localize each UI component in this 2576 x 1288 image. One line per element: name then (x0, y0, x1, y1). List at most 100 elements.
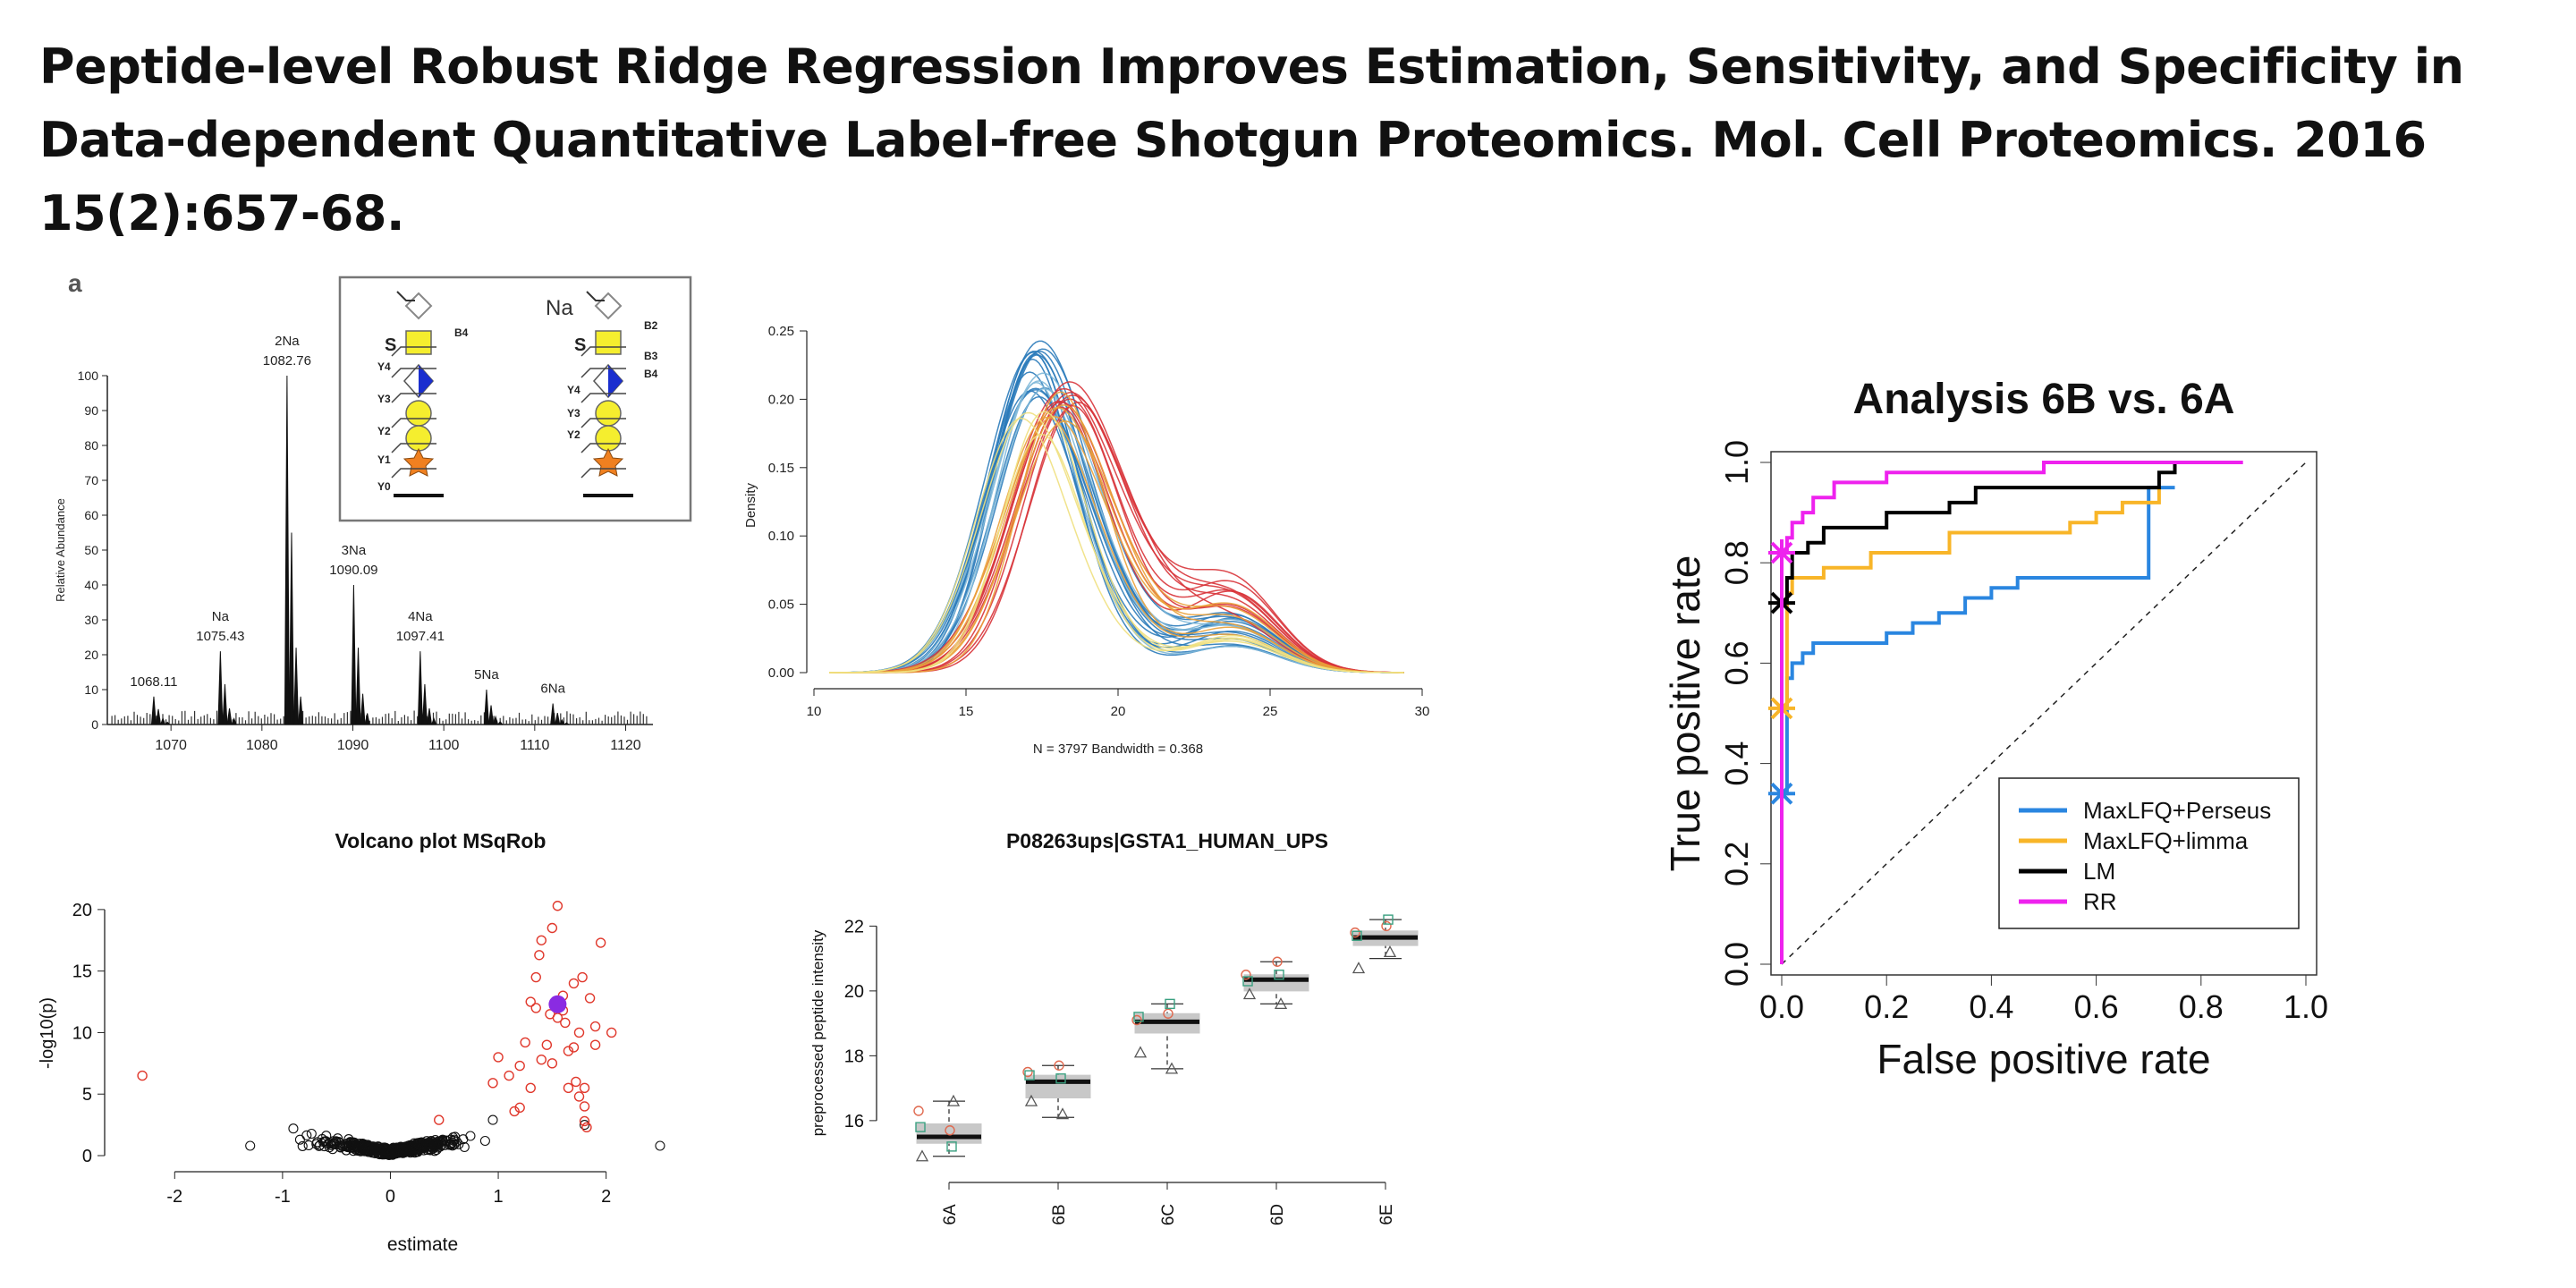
y-tick-label: 20 (72, 901, 92, 920)
peak-ion-label: Na (212, 609, 230, 624)
density-chart: 0.00 0.05 0.10 0.15 0.20 0.25 10 15 20 25 30 Densit… (743, 324, 1429, 757)
x-tick-label: 6A (941, 1204, 960, 1225)
volcano-point (294, 1134, 305, 1145)
x-tick-label: 0.2 (1864, 988, 1909, 1025)
spectrum-peak (360, 693, 366, 725)
spectrum-peak (492, 715, 499, 725)
volcano-point (413, 1139, 424, 1149)
data-point-circle (1163, 1008, 1174, 1019)
volcano-point (301, 1130, 312, 1140)
volcano-point-significant (579, 1082, 590, 1094)
volcano-point-significant (579, 1115, 590, 1127)
spectrum-peak (351, 584, 357, 725)
data-point-circle (1350, 927, 1360, 938)
density-curve (829, 407, 1404, 674)
volcano-point (327, 1139, 338, 1149)
volcano-point (394, 1142, 406, 1153)
x-tick-label: 1.0 (2284, 988, 2328, 1025)
fragmentation-line (391, 418, 436, 428)
spectrum-peak (288, 532, 294, 725)
volcano-point-significant (573, 1027, 585, 1038)
y-tick-label: 80 (84, 438, 98, 453)
x-tick-label: 1 (493, 1187, 503, 1207)
spectrum-peak (550, 703, 556, 725)
volcano-point (366, 1146, 377, 1157)
y-tick-label: 10 (72, 1023, 92, 1043)
plot-frame (1770, 451, 2318, 976)
y-tick-label: 100 (78, 369, 99, 383)
volcano-point-significant (525, 996, 536, 1007)
y-axis-label: -log10(p) (38, 997, 57, 1069)
slide-title: Peptide-level Robust Ridge Regression Im… (39, 38, 2464, 242)
data-point-square (1383, 914, 1394, 925)
volcano-point-significant (552, 901, 564, 911)
spectrum-peak (155, 708, 162, 725)
density-curve (829, 351, 1404, 674)
fragment-ion-label: Y4 (567, 384, 580, 396)
x-axis-label: estimate (387, 1234, 458, 1255)
volcano-point-significant (509, 1106, 520, 1117)
volcano-chart: Volcano plot MSqRob 0 5 10 15 20 -2 -1 0 1 2 estima… (38, 829, 665, 1255)
data-point-square (1274, 970, 1284, 980)
fragment-ion-label: Y0 (377, 480, 391, 493)
volcano-point-significant (137, 1070, 148, 1081)
legend-label: MaxLFQ+limma (2083, 827, 2249, 854)
spectrum-peak (293, 648, 300, 725)
data-point-square (946, 1141, 957, 1152)
volcano-point-significant (581, 1122, 592, 1133)
volcano-point (326, 1140, 336, 1150)
y-tick-label: 5 (82, 1085, 92, 1105)
volcano-point-significant (487, 1078, 498, 1089)
y-tick-label: 20 (844, 982, 864, 1002)
x-tick-label: 1100 (428, 738, 460, 753)
x-tick-label: 1120 (610, 738, 641, 753)
volcano-point-significant (534, 950, 545, 961)
volcano-point-significant (563, 1046, 574, 1056)
volcano-point-significant (541, 1039, 553, 1050)
y-tick-label: 60 (84, 508, 98, 522)
volcano-point-significant (573, 1091, 585, 1102)
density-curve (829, 415, 1404, 674)
x-tick-label: -2 (166, 1187, 182, 1207)
density-curve (829, 404, 1404, 674)
data-point-circle (913, 1106, 924, 1116)
x-tick-label: 0.0 (1759, 988, 1804, 1025)
fragmentation-line (391, 346, 436, 357)
data-point-triangle (915, 1149, 929, 1162)
x-tick-label: 0.8 (2179, 988, 2224, 1025)
y-axis-label: Density (743, 482, 758, 528)
volcano-point-significant (493, 1052, 504, 1063)
volcano-point-significant (520, 1037, 530, 1048)
volcano-point-significant (563, 1082, 574, 1094)
volcano-point (373, 1146, 384, 1157)
data-point-square (1352, 930, 1362, 941)
y-tick-label: 0.4 (1718, 741, 1755, 786)
glycan-circle-icon (405, 425, 432, 452)
y-tick-label: 0.10 (768, 529, 794, 544)
sodium-prefix-label: Na (546, 296, 573, 320)
fragmentation-line (580, 368, 626, 378)
volcano-point (397, 1148, 408, 1158)
volcano-point (441, 1136, 452, 1147)
fragment-ion-label: B3 (644, 350, 658, 362)
density-curve (828, 348, 1404, 674)
fragment-ion-label: B2 (644, 319, 658, 332)
density-curve (829, 372, 1404, 674)
x-tick-label: 0.6 (2074, 988, 2119, 1025)
y-tick-label: 20 (84, 648, 98, 662)
diagonal-reference-line (1781, 462, 2307, 965)
x-tick-label: 2 (601, 1187, 611, 1207)
data-point-circle (1131, 1014, 1142, 1026)
x-axis-label: False positive rate (1877, 1036, 2210, 1082)
residue-letter: S (574, 335, 586, 355)
volcano-point-significant (584, 993, 596, 1004)
glycan-bond (396, 291, 415, 301)
spectrum-peak (355, 648, 361, 725)
fragmentation-line (391, 393, 436, 403)
volcano-point (388, 1142, 399, 1153)
data-point-square (1242, 976, 1253, 987)
fragment-ion-label: B4 (454, 326, 469, 339)
volcano-point (288, 1123, 299, 1134)
data-point-triangle (1165, 1062, 1179, 1074)
inset-frame (338, 275, 692, 522)
